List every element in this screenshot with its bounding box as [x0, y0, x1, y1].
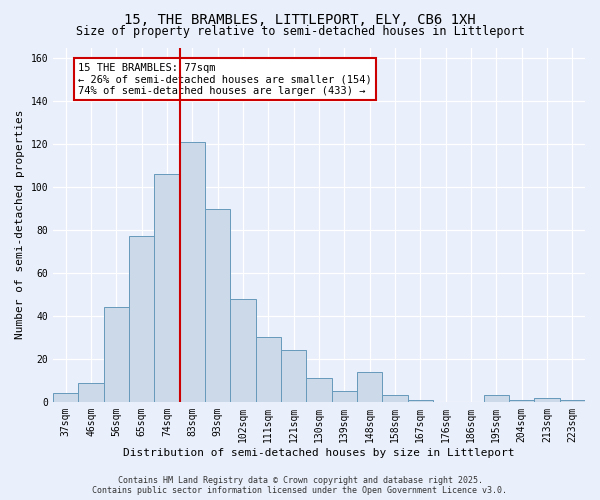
Bar: [560, 400, 585, 402]
Bar: [104, 308, 129, 402]
Bar: [332, 391, 357, 402]
Bar: [256, 338, 281, 402]
Bar: [205, 208, 230, 402]
Text: 15, THE BRAMBLES, LITTLEPORT, ELY, CB6 1XH: 15, THE BRAMBLES, LITTLEPORT, ELY, CB6 1…: [124, 12, 476, 26]
Bar: [129, 236, 154, 402]
Text: Size of property relative to semi-detached houses in Littleport: Size of property relative to semi-detach…: [76, 25, 524, 38]
Bar: [382, 396, 407, 402]
Bar: [154, 174, 179, 402]
Bar: [484, 396, 509, 402]
Text: 15 THE BRAMBLES: 77sqm
← 26% of semi-detached houses are smaller (154)
74% of se: 15 THE BRAMBLES: 77sqm ← 26% of semi-det…: [79, 62, 372, 96]
Bar: [509, 400, 535, 402]
Y-axis label: Number of semi-detached properties: Number of semi-detached properties: [15, 110, 25, 340]
Bar: [357, 372, 382, 402]
Bar: [307, 378, 332, 402]
Text: Contains HM Land Registry data © Crown copyright and database right 2025.
Contai: Contains HM Land Registry data © Crown c…: [92, 476, 508, 495]
Bar: [79, 382, 104, 402]
Bar: [53, 393, 79, 402]
Bar: [230, 299, 256, 402]
Bar: [407, 400, 433, 402]
Bar: [281, 350, 307, 402]
Bar: [179, 142, 205, 402]
X-axis label: Distribution of semi-detached houses by size in Littleport: Distribution of semi-detached houses by …: [123, 448, 515, 458]
Bar: [535, 398, 560, 402]
